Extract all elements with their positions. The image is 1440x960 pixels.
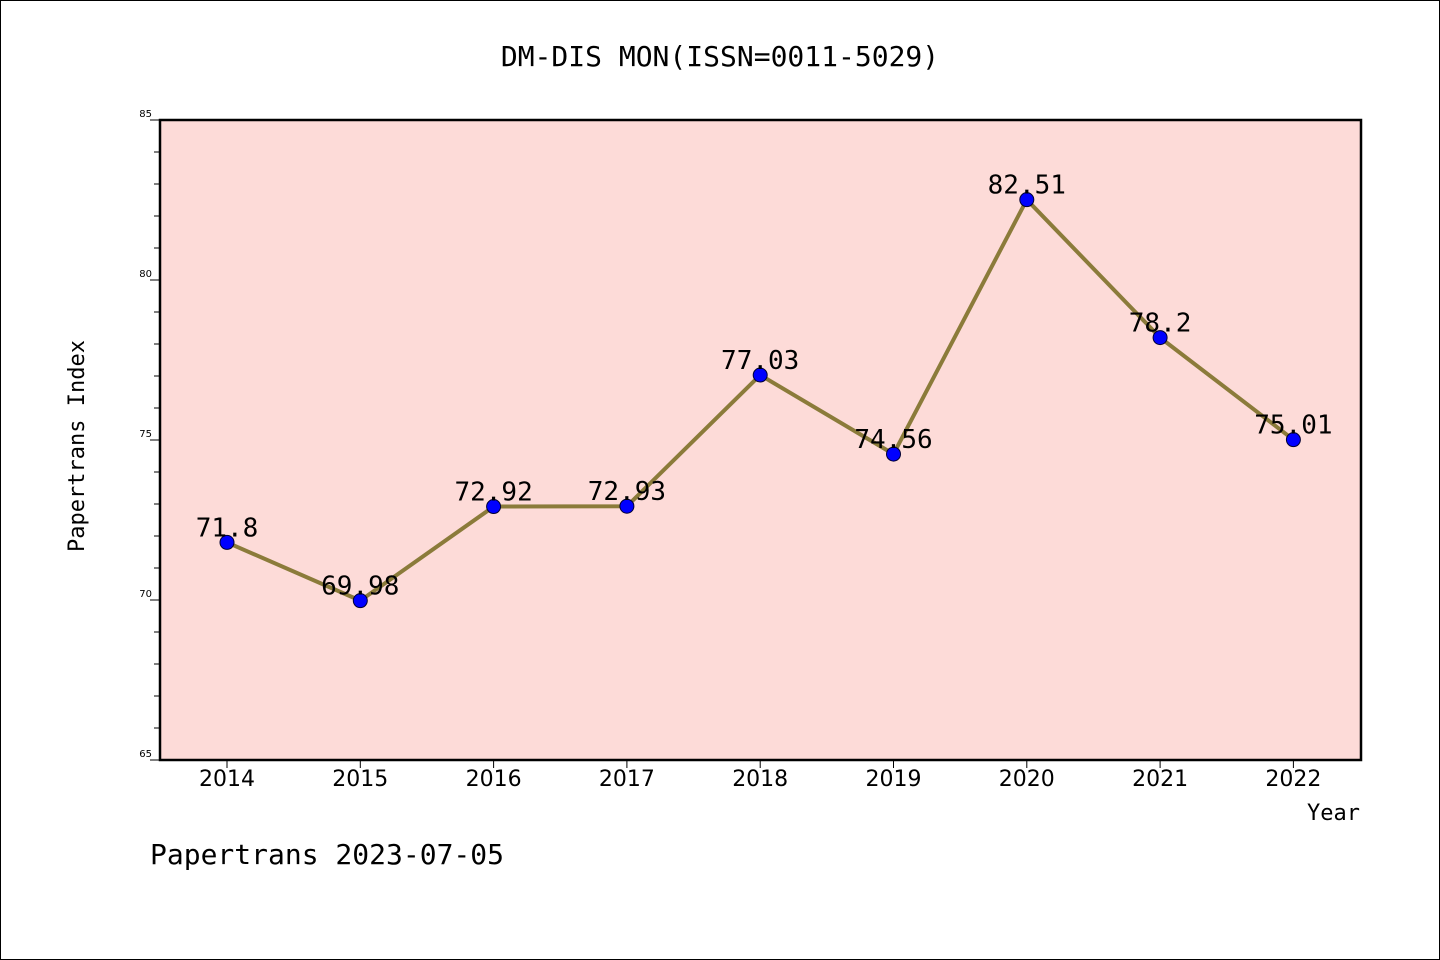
y-axis: 65 70 75 80 85 <box>139 109 160 761</box>
x-tick-label: 2017 <box>599 767 655 792</box>
plot-area <box>158 118 1363 762</box>
x-tick-label: 2018 <box>732 767 788 792</box>
x-tick-label: 2021 <box>1132 767 1188 792</box>
y-tick-label: 75 <box>139 429 152 440</box>
x-axis-label: Year <box>1307 801 1360 826</box>
data-label: 72.92 <box>454 478 532 508</box>
y-tick-label: 65 <box>139 749 152 760</box>
data-label: 77.03 <box>721 346 799 376</box>
y-tick-label: 85 <box>139 109 152 120</box>
data-point <box>1152 330 1168 346</box>
data-label-group: 71.8 69.98 72.92 72.93 77.03 74.56 82.51 78.2 75… <box>196 171 1333 602</box>
data-label: 78.2 <box>1129 309 1192 339</box>
data-point <box>1285 432 1301 448</box>
data-label: 75.01 <box>1254 411 1332 441</box>
data-point <box>886 446 901 462</box>
x-tick-label: 2015 <box>332 767 388 792</box>
x-tick-label: 2014 <box>199 767 255 792</box>
x-tick-label: 2016 <box>466 767 522 792</box>
data-point <box>619 498 635 514</box>
data-label: 72.93 <box>588 477 666 507</box>
x-axis: 2014 2015 2016 2017 2018 2019 2020 2021 2022 <box>199 760 1321 792</box>
x-tick-label: 2022 <box>1265 767 1321 792</box>
data-point <box>752 367 768 383</box>
chart-title: DM-DIS MON(ISSN=0011-5029) <box>501 40 939 73</box>
x-tick-label: 2019 <box>866 767 922 792</box>
data-label: 74.56 <box>854 425 932 455</box>
data-label: 71.8 <box>196 513 259 543</box>
data-point <box>352 593 368 609</box>
y-axis-label: Papertrans Index <box>65 340 90 552</box>
data-point <box>219 534 235 550</box>
footer-credit: Papertrans 2023-07-05 <box>150 838 504 871</box>
series-group <box>219 192 1301 609</box>
data-point <box>486 499 502 515</box>
y-tick-label: 70 <box>139 589 152 600</box>
y-tick-label: 80 <box>139 269 152 280</box>
data-label: 69.98 <box>321 572 399 602</box>
data-label: 82.51 <box>988 171 1066 201</box>
data-point <box>1019 192 1035 208</box>
x-tick-label: 2020 <box>999 767 1055 792</box>
